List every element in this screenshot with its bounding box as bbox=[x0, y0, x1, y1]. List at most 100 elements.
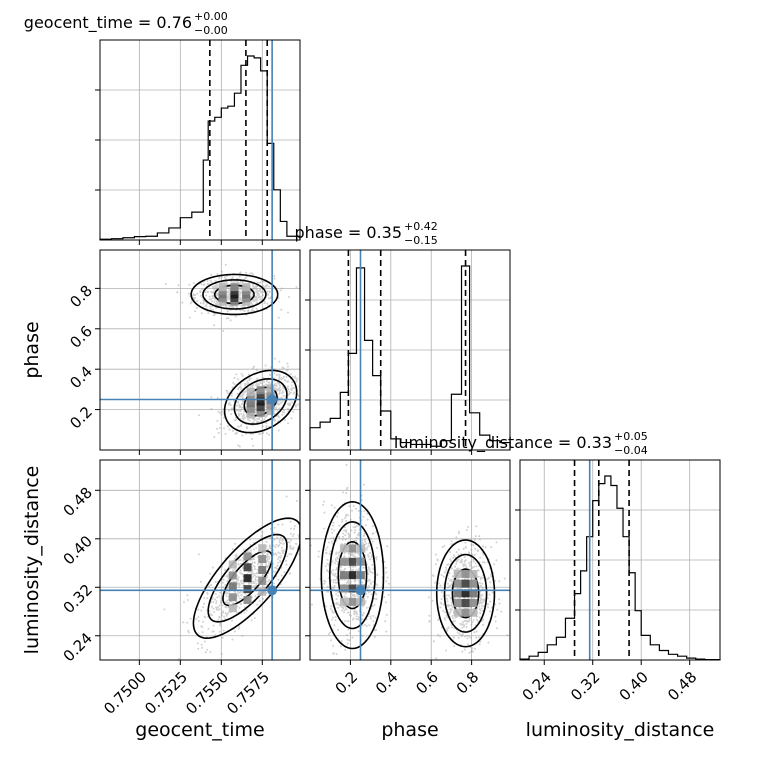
y-tick-label: 0.24 bbox=[60, 629, 96, 665]
sample-point bbox=[229, 319, 232, 322]
sample-point bbox=[278, 555, 280, 558]
sample-point bbox=[272, 554, 275, 556]
sample-point bbox=[193, 294, 196, 296]
density-cell bbox=[461, 569, 470, 578]
sample-point bbox=[241, 396, 244, 399]
sample-point bbox=[372, 567, 375, 570]
sample-point bbox=[281, 400, 284, 403]
sample-point bbox=[274, 384, 277, 387]
sample-point bbox=[226, 587, 229, 590]
sample-point bbox=[203, 597, 206, 599]
sample-point bbox=[212, 630, 215, 633]
sample-point bbox=[362, 534, 365, 537]
sample-point bbox=[286, 402, 289, 405]
sample-point bbox=[335, 567, 338, 570]
sample-point bbox=[290, 388, 293, 391]
sample-point bbox=[253, 299, 256, 302]
sample-point bbox=[472, 619, 475, 622]
sample-point bbox=[255, 288, 258, 291]
sample-point bbox=[443, 571, 446, 574]
sample-point bbox=[360, 675, 362, 677]
sample-point bbox=[264, 403, 267, 405]
sample-point bbox=[200, 625, 203, 628]
sample-point bbox=[366, 595, 369, 598]
sample-point bbox=[255, 369, 258, 372]
sample-point bbox=[434, 553, 437, 556]
sample-point bbox=[437, 582, 440, 585]
density-cell bbox=[243, 574, 252, 583]
sample-point bbox=[369, 582, 372, 584]
sample-point bbox=[202, 620, 205, 623]
sample-point bbox=[443, 571, 446, 574]
sample-point bbox=[279, 542, 282, 545]
sample-point bbox=[346, 620, 349, 623]
sample-point bbox=[267, 293, 269, 296]
sample-point bbox=[278, 416, 281, 419]
sample-point bbox=[280, 574, 283, 577]
sample-point bbox=[274, 408, 277, 411]
sample-point bbox=[218, 608, 221, 611]
sample-point bbox=[226, 586, 229, 589]
sample-point bbox=[240, 408, 243, 411]
sample-point bbox=[465, 529, 468, 532]
sample-point bbox=[457, 578, 460, 581]
sample-point bbox=[500, 610, 503, 613]
sample-point bbox=[278, 539, 281, 542]
sample-point bbox=[448, 585, 451, 588]
sample-point bbox=[230, 408, 233, 411]
density-cell bbox=[228, 571, 237, 580]
sample-point bbox=[215, 608, 218, 611]
sample-point bbox=[307, 392, 309, 394]
sample-point bbox=[283, 411, 286, 414]
sample-point bbox=[291, 381, 293, 384]
sample-point bbox=[286, 537, 289, 540]
sample-point bbox=[203, 291, 206, 294]
sample-point bbox=[234, 591, 237, 593]
sample-point bbox=[254, 576, 257, 579]
y-tick-label: 0.32 bbox=[60, 581, 96, 617]
sample-point bbox=[487, 577, 490, 580]
sample-point bbox=[247, 582, 250, 585]
sample-point bbox=[331, 531, 334, 534]
sample-point bbox=[240, 386, 243, 389]
sample-point bbox=[216, 303, 218, 306]
sample-point bbox=[255, 286, 257, 289]
sample-point bbox=[262, 597, 265, 600]
sample-point bbox=[479, 584, 482, 587]
sample-point bbox=[324, 605, 327, 608]
sample-point bbox=[487, 576, 490, 579]
sample-point bbox=[215, 300, 218, 303]
sample-point bbox=[437, 633, 439, 636]
sample-point bbox=[268, 545, 271, 548]
sample-point bbox=[239, 271, 242, 274]
sample-point bbox=[223, 276, 226, 279]
sample-point bbox=[464, 541, 467, 544]
sample-point bbox=[220, 614, 223, 617]
sample-point bbox=[448, 612, 451, 615]
sample-point bbox=[215, 606, 218, 609]
sample-point bbox=[226, 592, 229, 595]
sample-point bbox=[368, 584, 371, 587]
sample-point bbox=[241, 573, 244, 575]
sample-point bbox=[278, 386, 281, 389]
sample-point bbox=[337, 603, 340, 606]
sample-point bbox=[274, 387, 277, 390]
sample-point bbox=[231, 548, 234, 551]
sample-point bbox=[216, 292, 219, 295]
sample-point bbox=[472, 560, 475, 563]
sample-point bbox=[254, 287, 257, 290]
sample-point bbox=[427, 596, 430, 599]
sample-point bbox=[238, 584, 241, 587]
sample-point bbox=[269, 296, 272, 299]
sample-point bbox=[355, 611, 358, 614]
sample-point bbox=[449, 596, 452, 599]
sample-point bbox=[218, 277, 221, 280]
sample-point bbox=[343, 609, 346, 612]
sample-point bbox=[448, 604, 451, 607]
sample-point bbox=[282, 387, 285, 390]
sample-point bbox=[470, 543, 473, 546]
sample-point bbox=[428, 614, 431, 617]
sample-point bbox=[468, 651, 471, 654]
sample-point bbox=[475, 525, 478, 528]
sample-point bbox=[451, 606, 454, 609]
